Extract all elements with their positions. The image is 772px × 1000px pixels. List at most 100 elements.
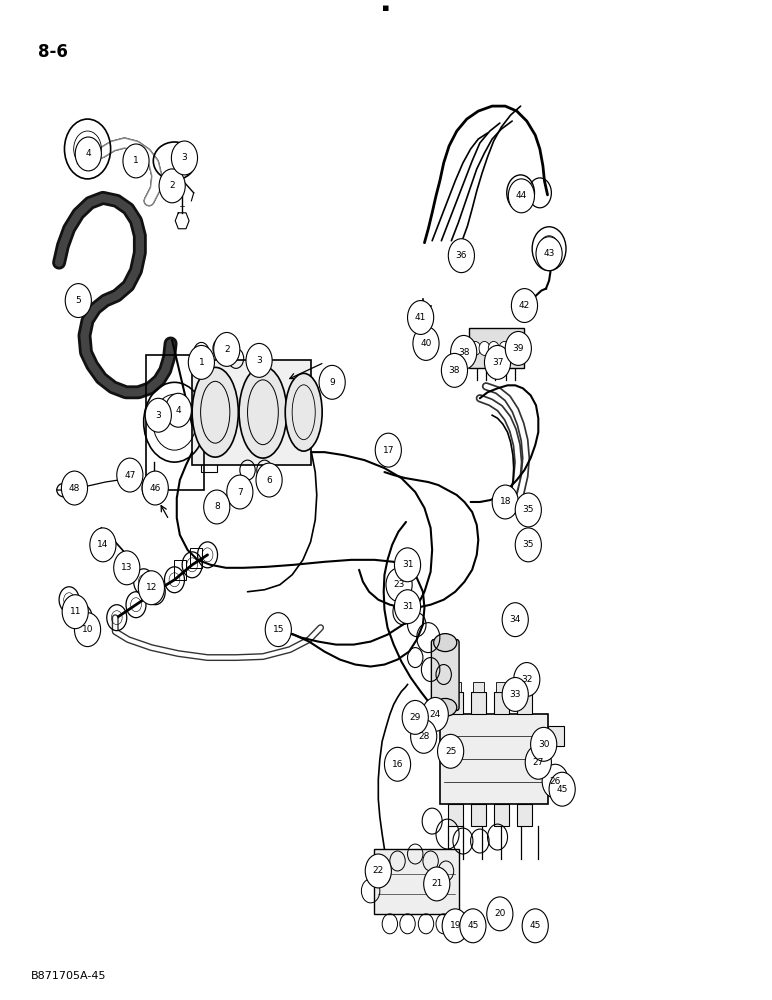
Circle shape [117,458,143,492]
Circle shape [204,490,230,524]
Text: 5: 5 [76,296,81,305]
Circle shape [227,475,253,509]
Bar [547,726,564,746]
Text: 4: 4 [86,149,91,158]
Bar [493,692,509,714]
Text: 30: 30 [538,740,550,749]
Text: 25: 25 [445,747,456,756]
Text: 36: 36 [455,251,467,260]
Circle shape [413,326,439,360]
Bar [473,682,484,692]
Circle shape [502,678,528,711]
Bar [146,355,204,490]
Circle shape [513,663,540,696]
Text: 38: 38 [458,348,469,357]
Circle shape [542,764,568,798]
Circle shape [66,284,91,318]
Circle shape [422,697,449,731]
Circle shape [515,493,541,527]
Bar [469,328,524,368]
Text: 38: 38 [449,366,460,375]
Bar [471,804,486,826]
Circle shape [522,909,548,943]
Circle shape [246,343,273,377]
Circle shape [62,471,87,505]
Circle shape [319,365,345,399]
Text: 13: 13 [121,563,133,572]
Text: 1: 1 [133,156,139,165]
Text: 12: 12 [146,583,157,592]
Circle shape [256,463,282,497]
Text: 2: 2 [224,345,229,354]
Bar [174,560,186,580]
Bar [448,804,463,826]
Bar [471,692,486,714]
Bar [519,682,530,692]
Text: 35: 35 [523,540,534,549]
Bar [516,692,532,714]
Circle shape [505,331,531,365]
Circle shape [90,528,116,562]
Bar [448,692,463,714]
Text: 26: 26 [550,777,561,786]
Bar [374,849,459,914]
Text: 17: 17 [383,446,394,455]
Text: 48: 48 [69,484,80,493]
Text: 31: 31 [401,602,413,611]
Circle shape [63,595,88,629]
Text: 39: 39 [513,344,524,353]
Text: 22: 22 [373,866,384,875]
Circle shape [493,485,518,519]
Text: 40: 40 [420,339,432,348]
Text: 45: 45 [530,921,541,930]
Text: 3: 3 [155,411,161,420]
Circle shape [123,144,149,178]
Text: 8: 8 [214,502,220,511]
Text: 45: 45 [557,785,568,794]
Text: 6: 6 [266,476,272,485]
Circle shape [442,353,468,387]
Circle shape [394,548,421,582]
Ellipse shape [239,366,286,458]
Bar [493,804,509,826]
Bar [190,548,202,568]
Text: 37: 37 [492,358,503,367]
Circle shape [449,239,475,273]
Text: 34: 34 [510,615,521,624]
Ellipse shape [434,698,457,716]
Text: 15: 15 [273,625,284,634]
Circle shape [460,909,486,943]
Text: 21: 21 [431,879,442,888]
Text: B871705A-45: B871705A-45 [31,971,106,981]
Text: 2: 2 [169,181,175,190]
Bar [547,769,564,789]
Circle shape [113,551,140,585]
Circle shape [487,897,513,931]
Circle shape [451,335,477,369]
Circle shape [536,237,562,271]
Bar [516,804,532,826]
Text: 16: 16 [391,760,403,769]
Ellipse shape [285,373,322,451]
Bar [440,714,547,804]
Text: 9: 9 [330,378,335,387]
Text: 23: 23 [394,580,405,589]
Bar [450,682,461,692]
Circle shape [159,169,185,203]
Circle shape [515,528,541,562]
Text: 14: 14 [97,540,109,549]
Text: 42: 42 [519,301,530,310]
Text: 32: 32 [521,675,533,684]
Text: 8-6: 8-6 [39,43,68,61]
Text: ▪: ▪ [382,3,390,13]
Circle shape [411,719,437,753]
Circle shape [375,433,401,467]
Circle shape [438,734,464,768]
Bar [496,682,506,692]
Text: 43: 43 [543,249,555,258]
Circle shape [508,341,519,355]
Circle shape [214,332,240,366]
Circle shape [489,341,499,355]
Text: 31: 31 [401,560,413,569]
Text: 46: 46 [150,484,161,493]
